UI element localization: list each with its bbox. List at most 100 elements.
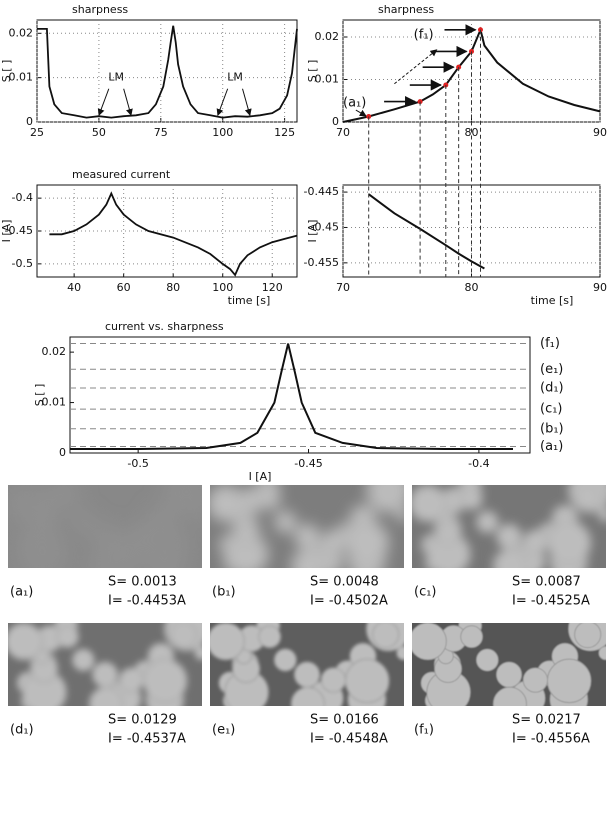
y-tick-label: -0.45 [5,224,33,237]
particle [8,485,43,523]
x-tick-label: 80 [465,126,479,139]
x-tick-label: 70 [336,281,350,294]
particle [546,658,592,704]
x-tick-label: -0.45 [294,457,322,470]
image-sharpness: S= 0.0048 [310,575,379,590]
x-tick-label: 90 [593,126,607,139]
particle [574,485,602,511]
particle [118,667,145,693]
y-tick-label: 0 [332,115,339,128]
level-label: (f₁) [540,336,560,351]
particle [475,648,499,672]
x-tick-label: 60 [117,281,131,294]
image-current: I= -0.4537A [108,732,186,747]
image-label: (e₁) [212,723,235,738]
y-axis-label: I [A] [0,220,13,243]
particle [460,487,484,511]
particle [71,510,95,534]
particle [412,485,447,523]
data-line [368,193,485,270]
x-tick-label: 80 [465,281,479,294]
particle [372,485,400,511]
y-tick-label: 0.02 [315,30,340,43]
particle [290,686,326,706]
particle [258,487,282,511]
image-sharpness: S= 0.0013 [108,575,177,590]
particle [118,529,145,555]
level-label: (c₁) [540,402,563,417]
y-tick-label: -0.455 [304,256,339,269]
y-axis-label: I [A] [306,220,319,243]
particle [88,548,124,568]
y-axis-label: S [ ] [0,60,13,83]
particle [522,529,549,555]
chart-title: sharpness [378,3,434,16]
particle [210,485,245,523]
x-axis-label: time [s] [228,294,271,307]
particle [194,645,202,661]
image-sharpness: S= 0.0166 [310,713,379,728]
sem-image [210,485,404,568]
particle [258,625,282,649]
image-label: (b₁) [212,585,236,600]
particle [210,623,245,661]
data-line [70,343,513,450]
annotation: (f₁) [414,27,434,42]
sem-image [412,485,606,568]
plot-frame [342,19,601,123]
particles [210,623,404,706]
x-axis-label: I [A] [249,470,272,483]
particle [71,648,95,672]
annotation: (a₁) [343,95,366,110]
x-tick-label: 75 [154,126,168,139]
particle [320,529,347,555]
annotation: LM [108,71,124,84]
x-tick-label: 80 [166,281,180,294]
y-tick-label: 0.01 [42,396,67,409]
particle [273,648,297,672]
particles [412,623,606,706]
data-line [37,25,298,119]
x-axis-label: time [s] [531,294,574,307]
particles [412,485,606,568]
y-tick-label: -0.4 [12,191,33,204]
x-tick-label: 25 [30,126,44,139]
x-tick-label: 40 [67,281,81,294]
arrow [216,88,229,117]
y-tick-label: 0.02 [9,26,34,39]
image-label: (f₁) [414,723,434,738]
particle [522,667,549,693]
image-label: (c₁) [414,585,437,600]
arrow [242,88,252,117]
arrow [394,49,438,85]
image-sharpness: S= 0.0129 [108,713,177,728]
image-label: (a₁) [10,585,33,600]
image-current: I= -0.4502A [310,594,388,609]
image-current: I= -0.4453A [108,594,186,609]
particles [8,623,202,706]
particle [88,686,124,706]
image-label: (d₁) [10,723,34,738]
image-sharpness: S= 0.0087 [512,575,581,590]
data-line [49,191,298,277]
chart-title: sharpness [72,3,128,16]
particle [598,507,606,523]
chart-title: current vs. sharpness [105,320,224,333]
x-tick-label: 100 [212,126,233,139]
particle [492,548,528,568]
particle [574,623,602,649]
x-tick-label: -0.4 [468,457,489,470]
particle [142,658,188,704]
particle [396,645,404,661]
particle [8,623,43,661]
plot-frame [69,336,531,454]
arrow [123,88,133,117]
plot-frame [36,19,298,123]
sem-image [412,623,606,706]
particle [344,658,390,704]
particle [412,623,447,661]
chart-title: measured current [72,168,171,181]
particle [56,625,80,649]
particle [56,487,80,511]
